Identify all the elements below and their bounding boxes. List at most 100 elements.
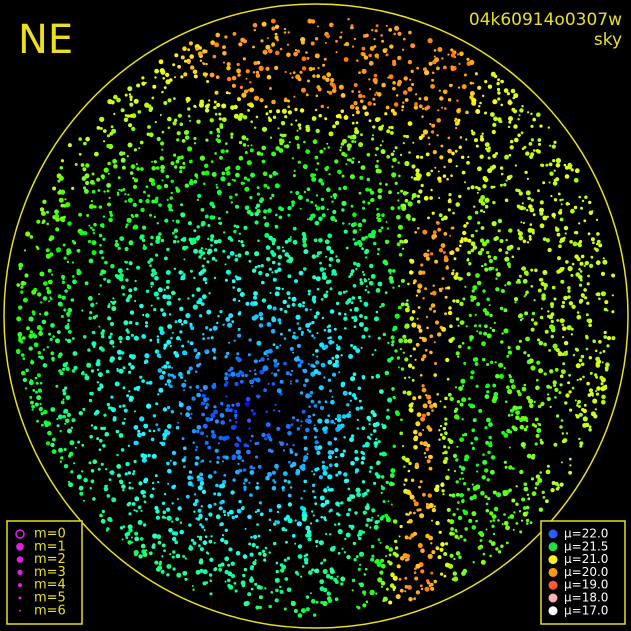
star — [514, 301, 517, 304]
star — [500, 103, 504, 107]
star — [287, 105, 291, 109]
star — [438, 89, 441, 92]
star — [181, 458, 186, 463]
star — [289, 236, 292, 238]
star — [443, 574, 447, 578]
star — [489, 520, 493, 523]
star — [268, 235, 273, 241]
star — [308, 570, 313, 575]
star — [581, 294, 585, 298]
star — [255, 455, 258, 459]
star — [404, 576, 408, 580]
star — [248, 481, 251, 485]
star — [145, 185, 149, 189]
star — [124, 246, 129, 252]
star — [469, 339, 473, 342]
star — [251, 303, 255, 307]
star — [316, 25, 319, 28]
star — [545, 163, 549, 167]
star — [385, 183, 388, 186]
star — [532, 213, 536, 217]
star — [102, 129, 107, 133]
star — [142, 552, 148, 557]
star — [421, 107, 425, 110]
star — [516, 389, 521, 394]
star — [73, 365, 78, 370]
star — [320, 362, 326, 368]
star — [302, 242, 308, 248]
star — [239, 440, 242, 443]
star — [340, 582, 344, 586]
star — [243, 567, 248, 572]
star — [275, 569, 279, 574]
star — [98, 233, 103, 238]
star — [369, 589, 375, 595]
star — [234, 589, 238, 593]
star — [386, 129, 391, 134]
star — [553, 384, 557, 387]
star — [188, 523, 192, 527]
star — [528, 235, 532, 238]
star — [439, 400, 442, 403]
star — [469, 81, 473, 85]
star — [391, 343, 394, 347]
star — [368, 119, 372, 123]
star — [393, 32, 397, 36]
star — [331, 273, 334, 276]
star — [204, 72, 208, 76]
star — [594, 373, 598, 377]
star — [438, 197, 441, 199]
star — [183, 72, 188, 77]
star — [127, 471, 131, 475]
star — [106, 183, 111, 188]
star — [394, 313, 400, 319]
star — [219, 500, 223, 505]
star — [250, 120, 253, 123]
star — [580, 254, 585, 259]
star — [517, 247, 521, 251]
star — [377, 169, 382, 174]
star — [222, 249, 226, 253]
star — [435, 520, 440, 526]
star — [559, 240, 563, 244]
star — [313, 336, 316, 339]
star — [127, 540, 132, 545]
star — [82, 167, 87, 172]
star — [595, 375, 598, 379]
star — [449, 396, 454, 402]
star — [466, 487, 471, 491]
star — [369, 88, 372, 91]
star — [374, 80, 378, 85]
star — [380, 491, 383, 494]
star — [454, 149, 458, 153]
star — [428, 427, 433, 432]
star — [50, 442, 55, 448]
star — [48, 332, 52, 336]
star — [381, 213, 385, 217]
star — [136, 167, 140, 171]
star — [386, 587, 389, 591]
star — [521, 497, 526, 502]
star — [385, 105, 390, 110]
star — [213, 351, 216, 354]
star — [387, 268, 393, 273]
star — [247, 109, 251, 112]
star — [305, 127, 311, 133]
star — [319, 267, 325, 272]
star — [390, 206, 395, 211]
star — [561, 198, 564, 201]
star — [470, 298, 475, 302]
star — [334, 354, 340, 359]
star — [391, 165, 394, 168]
star — [340, 93, 346, 98]
star — [346, 512, 350, 517]
star — [545, 499, 549, 504]
star — [159, 374, 165, 380]
star — [381, 515, 385, 519]
star — [326, 245, 332, 251]
star — [290, 369, 294, 373]
star — [266, 224, 269, 227]
star — [434, 166, 437, 169]
star — [126, 394, 130, 398]
star — [197, 485, 203, 491]
